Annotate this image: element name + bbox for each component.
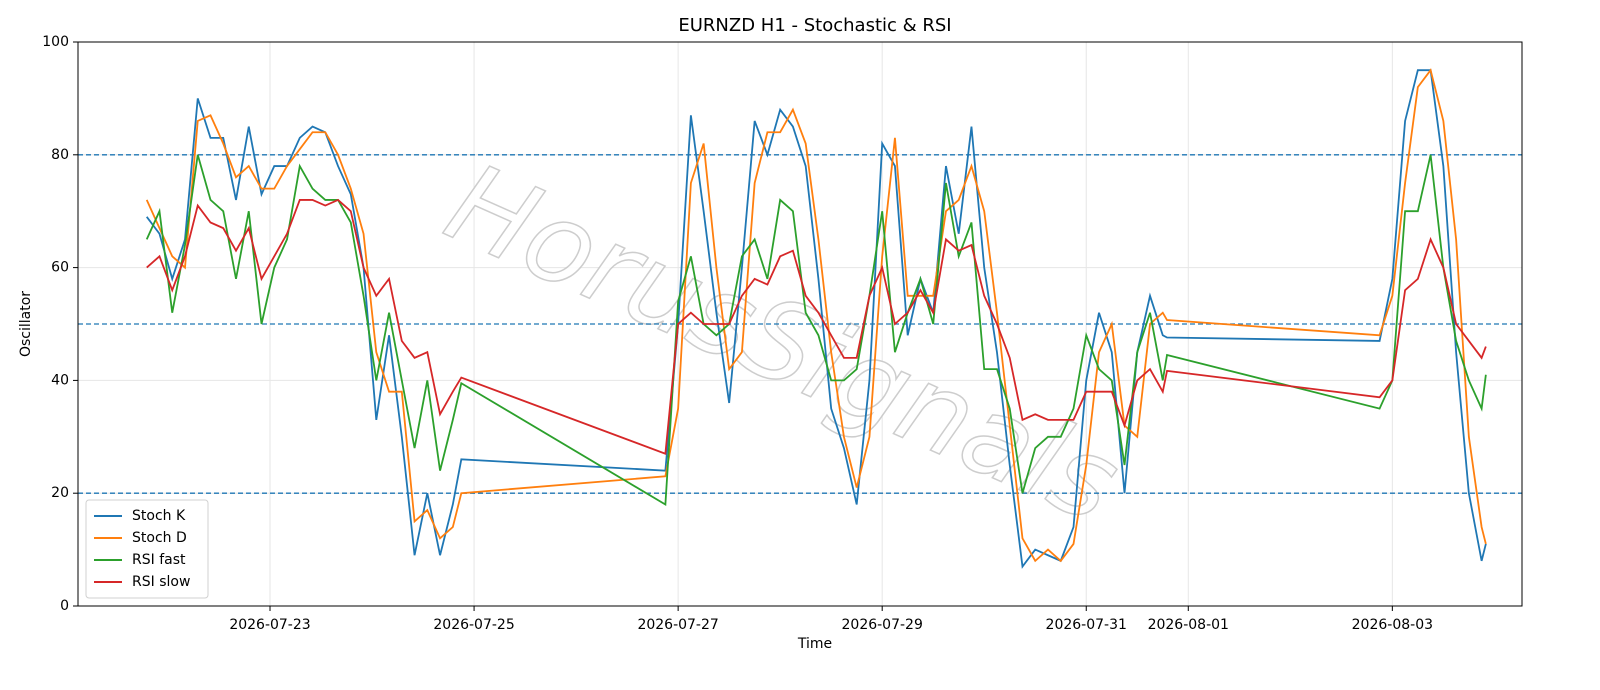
x-axis-label: Time (797, 636, 832, 652)
watermark: HorusSignals (429, 139, 1137, 548)
legend-label: Stoch K (132, 508, 186, 524)
legend-label: RSI slow (132, 574, 190, 590)
line-series (146, 69, 1487, 569)
x-tick-label: 2026-07-27 (637, 617, 718, 633)
line-series (145, 68, 1487, 563)
y-axis-label: Oscillator (18, 291, 34, 357)
x-tick-label: 2026-07-23 (229, 617, 310, 633)
x-tick-label: 2026-08-03 (1352, 617, 1433, 633)
line-series (145, 154, 1487, 507)
line-series (146, 198, 1487, 455)
y-tick-label: 0 (60, 598, 69, 614)
plot-frame (77, 41, 1523, 607)
legend-label: RSI fast (132, 552, 186, 568)
chart-title: EURNZD H1 - Stochastic & RSI (678, 15, 951, 36)
y-tick-label: 100 (42, 34, 69, 50)
x-tick-label: 2026-07-29 (842, 617, 923, 633)
legend: Stoch K Stoch D RSI fast RSI slow (85, 499, 209, 599)
legend-box (85, 499, 209, 599)
y-tick-label: 20 (51, 485, 69, 501)
y-tick-label: 80 (51, 147, 69, 163)
legend-label: Stoch D (132, 530, 187, 546)
x-tick-label: 2026-07-25 (433, 617, 514, 633)
y-tick-label: 60 (51, 260, 69, 276)
x-tick-label: 2026-07-31 (1046, 617, 1127, 633)
x-tick-label: 2026-08-01 (1148, 617, 1229, 633)
y-tick-label: 40 (51, 372, 69, 388)
